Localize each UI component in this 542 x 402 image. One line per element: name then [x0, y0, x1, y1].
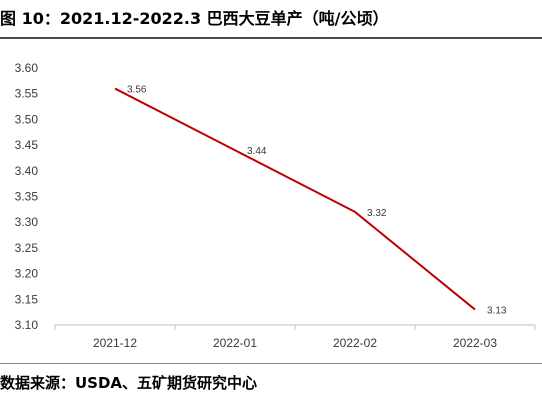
data-label: 3.13 [487, 306, 507, 317]
y-axis: 3.10 3.15 3.20 3.25 3.30 3.35 3.40 3.45 3.50 3.55… [15, 61, 39, 332]
y-tick-label: 3.30 [15, 215, 39, 229]
data-labels: 3.56 3.44 3.32 3.13 [127, 85, 507, 317]
x-tick-label: 2022-02 [333, 336, 377, 350]
x-tick-label: 2022-01 [213, 336, 257, 350]
y-tick-label: 3.45 [15, 138, 39, 152]
source-rule [0, 363, 542, 364]
series-group [114, 87, 476, 311]
x-axis: 2021-12 2022-01 2022-02 2022-03 [54, 325, 536, 350]
y-tick-label: 3.40 [15, 164, 39, 178]
y-tick-label: 3.50 [15, 112, 39, 126]
y-tick-label: 3.60 [15, 61, 39, 75]
data-label: 3.32 [367, 208, 387, 219]
y-tick-label: 3.55 [15, 87, 39, 101]
series-line [114, 87, 476, 311]
data-label: 3.56 [127, 85, 147, 96]
x-tick-label: 2021-12 [93, 336, 137, 350]
y-tick-label: 3.25 [15, 241, 39, 255]
y-tick-label: 3.35 [15, 190, 39, 204]
data-label: 3.44 [247, 146, 267, 157]
y-tick-label: 3.15 [15, 292, 39, 306]
title-rule [0, 37, 542, 39]
line-chart: 3.10 3.15 3.20 3.25 3.30 3.35 3.40 3.45 3.50 3.55… [15, 61, 536, 350]
y-tick-label: 3.10 [15, 318, 39, 332]
figure-source: 数据来源：USDA、五矿期货研究中心 [0, 374, 258, 392]
figure-title: 图 10：2021.12-2022.3 巴西大豆单产（吨/公顷） [0, 9, 389, 28]
x-tick-label: 2022-03 [453, 336, 497, 350]
y-tick-label: 3.20 [15, 267, 39, 281]
